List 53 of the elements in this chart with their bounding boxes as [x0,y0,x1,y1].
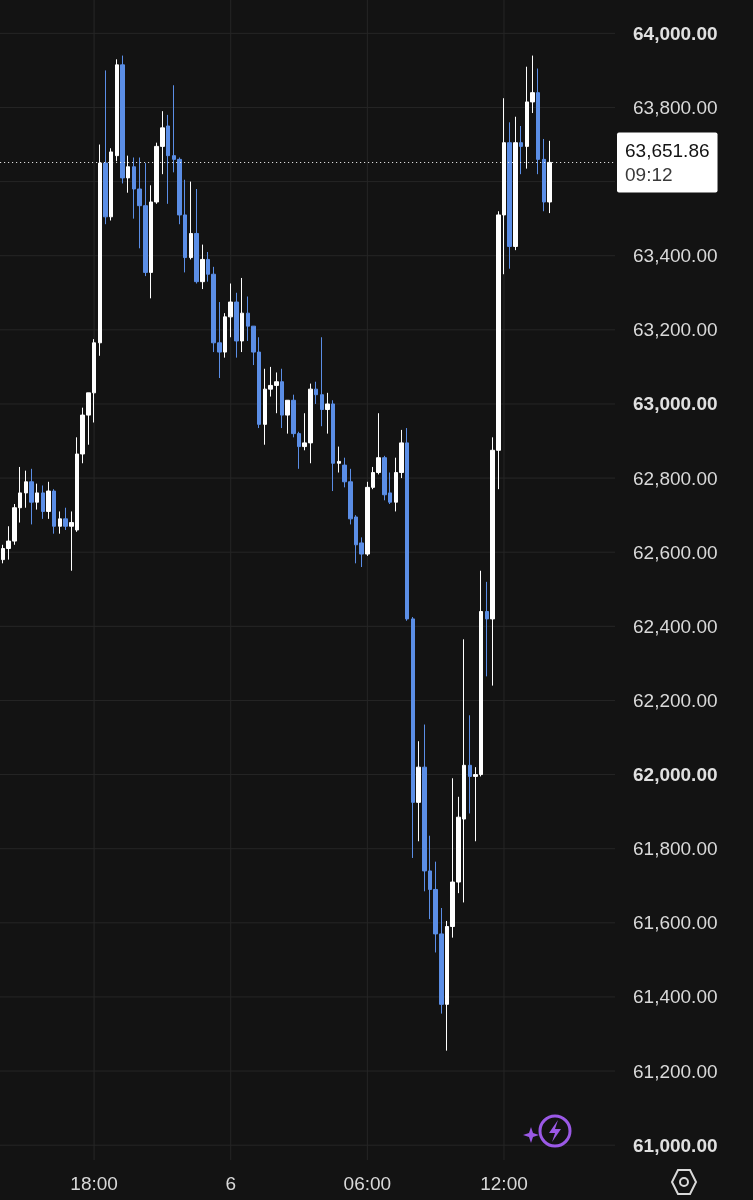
y-tick-label: 63,000.00 [633,393,718,415]
ref-line-label: 63,651.86 [625,139,710,161]
candlestick [507,121,512,270]
candlestick [337,446,341,474]
x-tick-label: 12:00 [480,1173,528,1194]
candlestick [166,114,170,205]
candlestick [240,277,244,353]
y-tick-label: 61,400.00 [633,986,718,1008]
candlestick [189,181,193,260]
y-tick-label: 64,000.00 [633,22,718,44]
y-tick-label: 63,200.00 [633,319,718,341]
candlestick [468,714,472,814]
candlestick [411,616,415,859]
y-tick-label: 61,600.00 [633,912,718,934]
candlestick [29,468,34,525]
candlestick [405,427,409,622]
candlestick [280,368,284,429]
candlestick [542,138,546,212]
candlestick [485,581,489,677]
candlestick [103,69,108,225]
candlestick [24,470,28,509]
candlestick [200,244,205,290]
y-tick-label: 63,400.00 [633,245,718,267]
candlestick [63,507,68,531]
candlestick [320,336,324,427]
y-tick-label: 62,600.00 [633,541,718,563]
candlestick [325,392,330,435]
candlestick [536,68,540,175]
y-tick-label: 63,800.00 [633,96,718,118]
candlestick [120,55,125,184]
candlestick [331,399,335,492]
y-tick-label: 62,200.00 [633,689,718,711]
y-tick-label: 61,000.00 [633,1134,718,1156]
candlestick [314,381,318,405]
y-tick-label: 62,800.00 [633,467,718,489]
candlestick [194,188,199,285]
candlestick [41,485,45,520]
x-tick-label: 6 [225,1173,237,1194]
y-tick-label: 61,200.00 [633,1060,718,1082]
candlestick [519,125,523,175]
candlestick [234,292,239,359]
candlestick [35,483,39,511]
candlestick [58,510,62,535]
x-tick-label: 06:00 [343,1173,392,1194]
y-tick-label: 61,800.00 [633,838,718,860]
y-tick-label: 62,400.00 [633,615,718,637]
candlestick [52,488,56,535]
candlestick [285,399,290,435]
text: 09:12 [625,163,673,185]
y-tick-label: 62,000.00 [633,764,718,786]
x-tick-label: 18:00 [70,1173,118,1194]
candlestick [46,481,51,520]
candlestick [416,740,421,842]
